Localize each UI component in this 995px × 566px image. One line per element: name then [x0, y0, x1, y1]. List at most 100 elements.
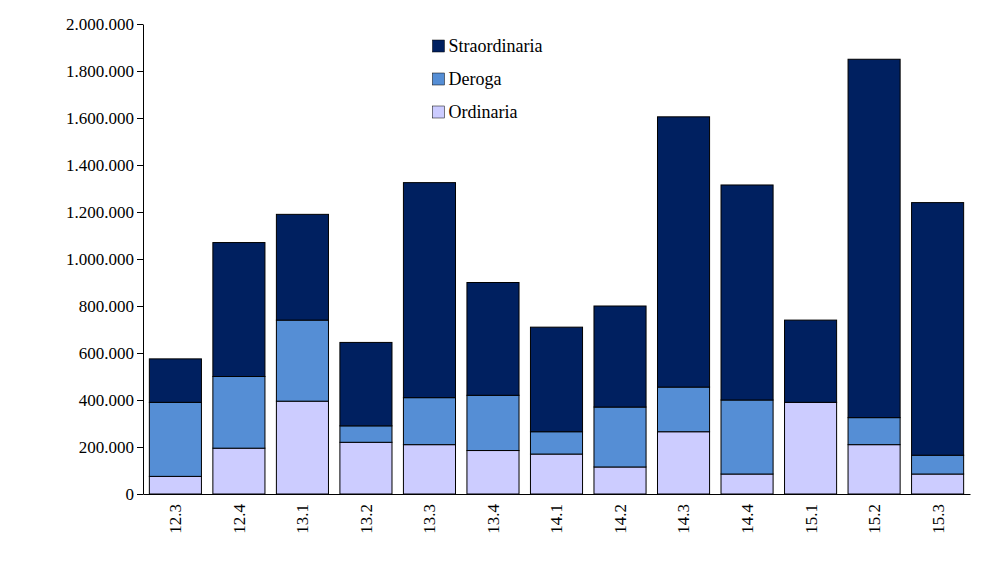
bar-segment	[467, 451, 519, 494]
x-tick-label: 13.3	[420, 504, 439, 534]
y-tick-mark	[137, 118, 143, 119]
legend-swatch	[432, 40, 444, 52]
y-tick-label: 1.400.000	[66, 156, 134, 175]
bar-segment	[276, 320, 328, 401]
bar-segment	[276, 214, 328, 320]
bar-segment	[912, 203, 964, 456]
bar-segment	[848, 445, 900, 494]
x-tick-label: 15.3	[929, 504, 948, 534]
y-tick-label: 0	[126, 485, 135, 504]
y-tick: 0	[126, 485, 144, 504]
bar-segment	[403, 445, 455, 494]
x-tick-label: 15.2	[865, 504, 884, 534]
y-tick-label: 1.200.000	[66, 203, 134, 222]
x-tick-label: 12.4	[230, 504, 249, 534]
x-tick: 15.3	[929, 504, 948, 534]
y-tick-label: 1.600.000	[66, 109, 134, 128]
y-axis: 0 200.000 400.000 600.000 800.000 1.000.000 1.…	[66, 15, 144, 504]
x-tick-label: 14.3	[674, 504, 693, 534]
x-tick-label: 14.1	[547, 504, 566, 534]
bar-segment	[467, 395, 519, 450]
x-tick: 14.3	[674, 504, 693, 534]
y-tick-mark	[137, 165, 143, 166]
y-tick: 200.000	[79, 438, 143, 457]
y-tick-label: 200.000	[79, 438, 134, 457]
x-tick: 12.4	[230, 504, 249, 534]
y-tick-mark	[137, 306, 143, 307]
bar-segment	[149, 402, 201, 476]
bar-segment	[848, 59, 900, 417]
legend-label: Ordinaria	[448, 102, 517, 122]
legend-label: Deroga	[448, 69, 501, 89]
x-tick: 12.3	[166, 504, 185, 534]
bar-segment	[657, 117, 709, 387]
legend-swatch	[432, 106, 444, 118]
y-tick-label: 600.000	[79, 344, 134, 363]
bar-segment	[530, 432, 582, 454]
x-tick: 15.1	[802, 504, 821, 534]
bar-segment	[340, 442, 392, 494]
y-tick-mark	[137, 212, 143, 213]
x-tick-label: 14.4	[738, 504, 757, 534]
bar-segment	[594, 467, 646, 494]
bar-segment	[149, 359, 201, 402]
x-tick: 15.2	[865, 504, 884, 534]
y-tick: 1.600.000	[66, 109, 143, 128]
bar-segment	[912, 455, 964, 474]
bar-segment	[530, 327, 582, 432]
x-tick: 13.3	[420, 504, 439, 534]
y-tick: 1.000.000	[66, 250, 143, 269]
y-tick: 800.000	[79, 297, 143, 316]
x-tick-label: 13.2	[357, 504, 376, 534]
y-tick: 2.000.000	[66, 15, 143, 34]
bar-segment	[340, 426, 392, 442]
bar-segment	[276, 401, 328, 494]
bar-segment	[340, 342, 392, 425]
legend-swatch	[432, 73, 444, 85]
y-tick-label: 1.000.000	[66, 250, 134, 269]
y-tick-mark	[137, 400, 143, 401]
bar-segment	[721, 400, 773, 474]
y-tick-mark	[137, 353, 143, 354]
legend: Straordinaria Deroga Ordinaria	[432, 36, 542, 122]
bar-segment	[721, 185, 773, 400]
y-tick-mark	[137, 494, 143, 495]
y-tick-label: 400.000	[79, 391, 134, 410]
x-tick-label: 12.3	[166, 504, 185, 534]
y-tick: 1.800.000	[66, 62, 143, 81]
y-tick: 1.400.000	[66, 156, 143, 175]
y-tick-mark	[137, 259, 143, 260]
x-axis-line	[144, 494, 971, 495]
bar-segment	[403, 183, 455, 398]
x-tick-label: 13.4	[484, 504, 503, 534]
legend-item: Deroga	[432, 69, 501, 89]
legend-item: Straordinaria	[432, 36, 542, 56]
x-axis: 12.312.413.113.213.313.414.114.214.314.4…	[144, 495, 971, 534]
y-tick-label: 1.800.000	[66, 62, 134, 81]
y-tick-mark	[137, 447, 143, 448]
bar-segment	[530, 454, 582, 494]
bar-segment	[213, 448, 265, 494]
bar-segment	[657, 432, 709, 494]
bar-segment	[213, 243, 265, 377]
y-tick-mark	[137, 71, 143, 72]
y-tick: 400.000	[79, 391, 143, 410]
chart: 0 200.000 400.000 600.000 800.000 1.000.000 1.…	[0, 0, 995, 566]
bar-segment	[213, 377, 265, 449]
x-tick: 13.4	[484, 504, 503, 534]
y-tick: 600.000	[79, 344, 143, 363]
y-tick: 1.200.000	[66, 203, 143, 222]
x-tick-label: 15.1	[802, 504, 821, 534]
y-tick-mark	[137, 24, 143, 25]
bar-segment	[657, 387, 709, 432]
bar-segment	[594, 407, 646, 467]
x-tick: 14.4	[738, 504, 757, 534]
bar-segment	[467, 283, 519, 396]
bar-segment	[785, 320, 837, 402]
y-tick-label: 800.000	[79, 297, 134, 316]
legend-item: Ordinaria	[432, 102, 517, 122]
bar-segment	[721, 474, 773, 494]
x-tick: 14.1	[547, 504, 566, 534]
y-tick-label: 2.000.000	[66, 15, 134, 34]
y-axis-line	[143, 25, 144, 495]
